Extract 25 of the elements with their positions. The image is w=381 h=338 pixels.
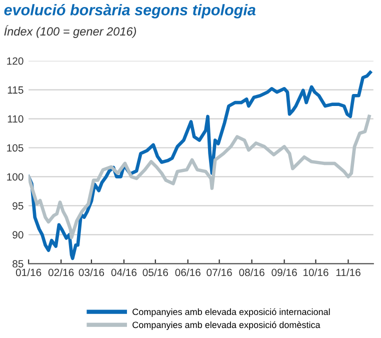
x-tick-label: 05/16	[142, 268, 168, 276]
y-tick-label: 100	[7, 173, 24, 181]
x-tick-label: 01/16	[16, 268, 42, 276]
line-series	[28, 114, 371, 240]
y-tick-label: 105	[7, 144, 24, 152]
chart-subtitle: Índex (100 = gener 2016)	[4, 25, 136, 38]
legend-label: Companyies amb elevada exposició internacional	[132, 308, 330, 317]
x-tick-label: 08/16	[239, 268, 264, 276]
y-tick-label: 115	[8, 86, 24, 94]
x-tick-label: 10/16	[304, 268, 328, 276]
x-tick-label: 04/16	[111, 268, 137, 276]
x-tick-label: 07/16	[206, 268, 232, 276]
x-tick-label: 03/16	[78, 268, 104, 276]
y-tick-label: 90	[12, 231, 24, 239]
line-series	[28, 70, 372, 260]
chart-title: evolució borsària segons tipologia	[4, 4, 256, 18]
legend-label: Companyies amb elevada exposició domèstica	[132, 321, 320, 330]
x-tick-label: 06/16	[175, 268, 200, 276]
y-tick-label: 95	[12, 202, 24, 210]
y-tick-label: 110	[8, 115, 24, 123]
y-tick-label: 85	[12, 260, 24, 268]
x-tick-label: 11/16	[336, 268, 360, 276]
x-tick-label: 09/16	[272, 268, 297, 276]
x-tick-label: 02/16	[48, 268, 74, 276]
y-tick-label: 120	[7, 57, 24, 65]
